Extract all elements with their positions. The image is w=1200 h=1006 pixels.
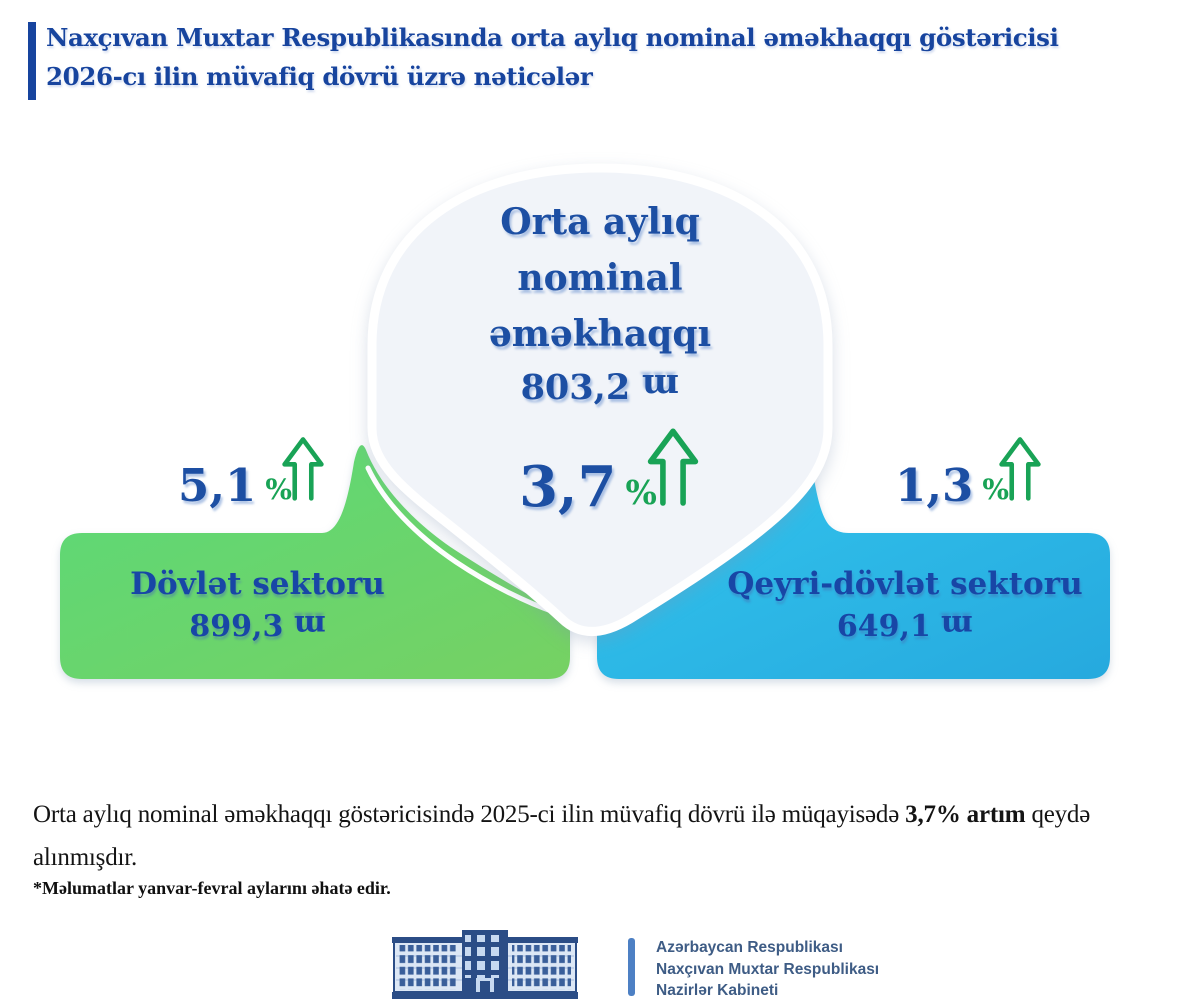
footer-organization: Azərbaycan Respublikası Naxçıvan Muxtar …	[656, 937, 879, 1002]
page-title-line1: Naxçıvan Muxtar Respublikasında orta ayl…	[46, 23, 1059, 52]
public-sector-value-number: 899,3	[189, 609, 284, 644]
total-growth-percent-sign: %	[625, 473, 657, 512]
bubble-text-block: Orta aylıq nominal əməkhaqqı 803,2 m	[390, 194, 810, 414]
private-sector-label-block: Qeyri-dövlət sektoru 649,1 m	[700, 562, 1110, 648]
private-sector-box-shape	[597, 444, 1110, 679]
summary-text-part1: Orta aylıq nominal əməkhaqqı göstəricisi…	[33, 801, 906, 828]
manat-sign: m	[642, 366, 680, 407]
page-title: Naxçıvan Muxtar Respublikasında orta ayl…	[46, 18, 1186, 96]
footnote: *Məlumatlar yanvar-fevral aylarını əhatə…	[33, 878, 391, 898]
private-sector-value-number: 649,1	[836, 609, 931, 644]
private-sector-label: Qeyri-dövlət sektoru	[727, 566, 1083, 602]
private-growth-percent-sign: %	[982, 473, 1009, 506]
bubble-title-line3: əməkhaqqı	[488, 313, 712, 355]
private-growth-value: 1,3	[895, 459, 974, 513]
public-growth-percent-sign: %	[265, 473, 292, 506]
green-swoosh-stripe	[365, 465, 557, 615]
up-arrow-icon	[647, 428, 699, 506]
government-building-logo	[392, 930, 578, 999]
bubble-value: 803,2 m	[390, 362, 810, 414]
footer-org-line3: Nazirlər Kabineti	[656, 982, 779, 999]
total-growth-value: 3,7	[519, 453, 617, 520]
public-growth-indicator: 5,1 %	[147, 430, 357, 508]
manat-sign: m	[941, 608, 974, 643]
bubble-value-number: 803,2	[520, 367, 631, 408]
footer-separator-bar	[628, 938, 635, 996]
private-sector-value: 649,1 m	[700, 606, 1110, 648]
manat-sign: m	[293, 608, 326, 643]
public-sector-label-block: Dövlət sektoru 899,3 m	[60, 562, 455, 648]
bubble-title-line1: Orta aylıq	[500, 201, 700, 243]
central-bubble-shape	[367, 163, 833, 636]
summary-text-part3: qeydə alınmışdır.	[33, 801, 1091, 871]
up-arrow-icon	[282, 437, 324, 501]
public-growth-value: 5,1	[178, 459, 257, 513]
footer-org-line1: Azərbaycan Respublikası	[656, 939, 843, 956]
private-growth-indicator: 1,3 %	[864, 430, 1074, 508]
public-sector-label: Dövlət sektoru	[130, 566, 385, 602]
public-sector-box-shape	[60, 445, 570, 679]
page-title-line2: 2026-cı ilin müvafiq dövrü üzrə nəticələ…	[46, 62, 593, 91]
title-accent-bar	[28, 22, 36, 100]
bubble-title-line2: nominal	[517, 257, 683, 299]
footer-org-line2: Naxçıvan Muxtar Respublikası	[656, 960, 880, 978]
summary-text-bold: 3,7% artım	[905, 801, 1026, 828]
summary-paragraph: Orta aylıq nominal əməkhaqqı göstəricisi…	[33, 793, 1193, 879]
public-sector-value: 899,3 m	[60, 606, 455, 648]
up-arrow-icon	[999, 437, 1041, 501]
total-growth-indicator: 3,7 %	[505, 420, 715, 520]
